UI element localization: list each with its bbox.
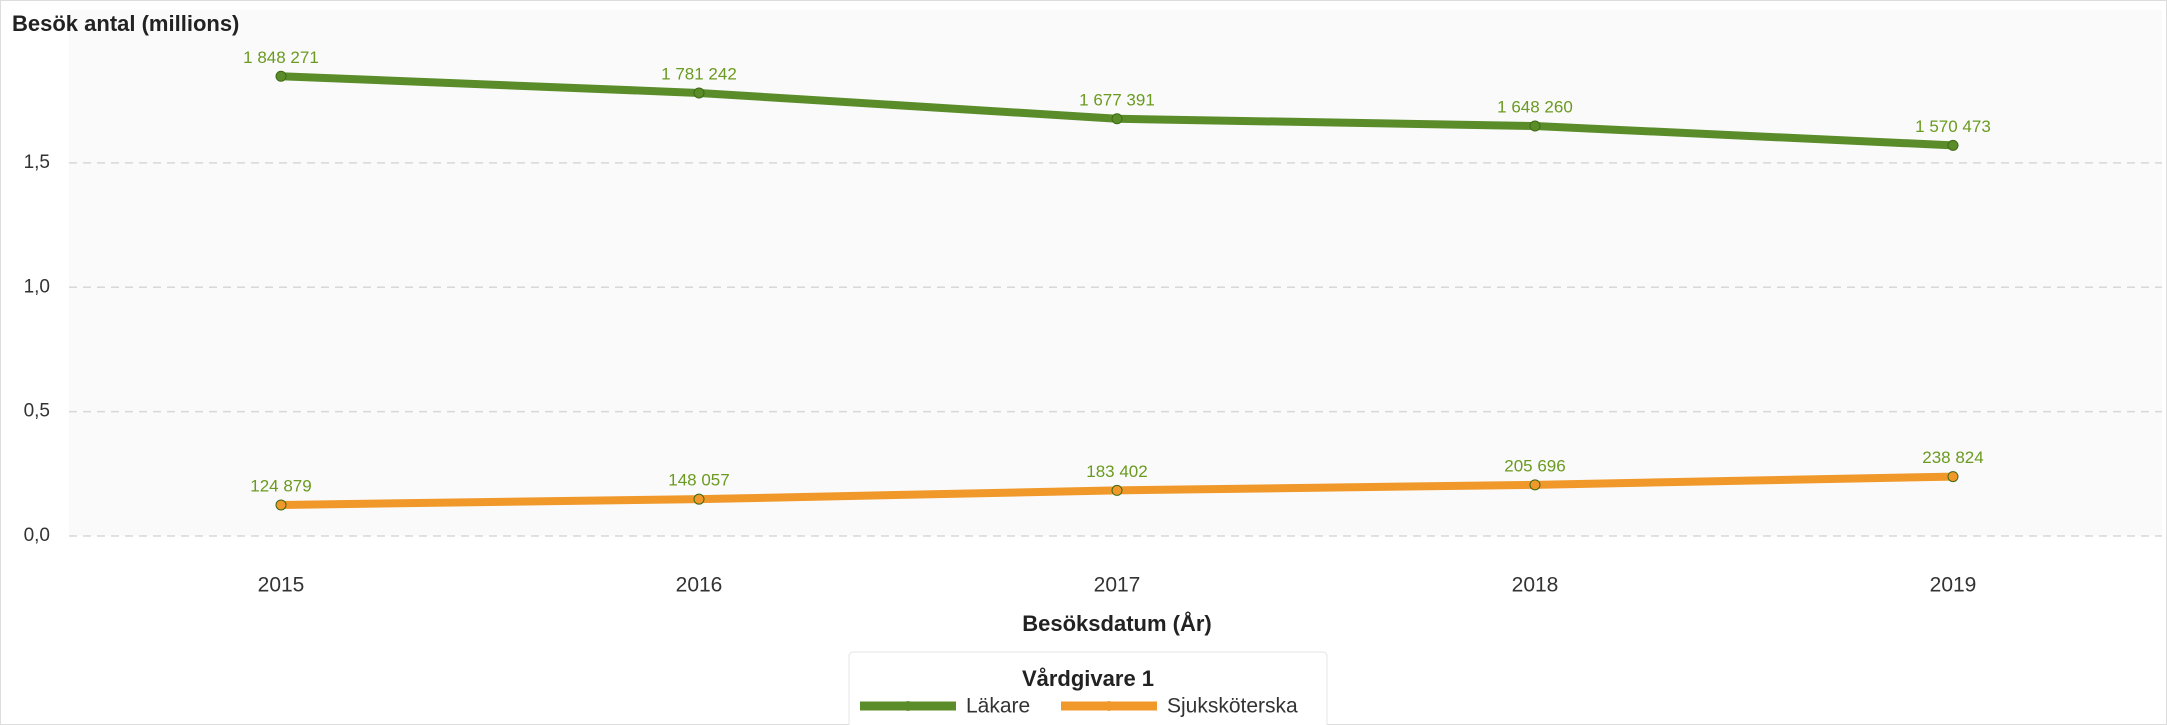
x-tick-label: 2016: [676, 574, 723, 597]
legend-box: [848, 651, 1328, 725]
data-point: [693, 87, 705, 99]
y-tick-label: 1,5: [24, 152, 50, 173]
data-label: 238 824: [1922, 448, 1983, 467]
data-label: 124 879: [250, 476, 311, 495]
x-tick-label: 2015: [258, 574, 305, 597]
y-tick-label: 0,0: [24, 525, 50, 546]
x-tick-label: 2017: [1094, 574, 1141, 597]
data-label: 1 570 473: [1915, 117, 1991, 136]
data-point: [275, 70, 287, 82]
x-tick-label: 2019: [1930, 574, 1977, 597]
data-label: 1 781 242: [661, 64, 737, 83]
data-point: [1947, 139, 1959, 151]
chart-title: Besök antal (millions): [12, 11, 239, 36]
data-label: 1 648 260: [1497, 98, 1573, 117]
legend-label: Sjuksköterska: [1167, 695, 1298, 718]
data-point: [693, 493, 705, 505]
legend-marker: [903, 701, 913, 711]
data-label: 205 696: [1504, 456, 1565, 475]
data-point: [1947, 471, 1959, 483]
legend-label: Läkare: [966, 695, 1030, 718]
legend-title: Vårdgivare 1: [1022, 666, 1154, 691]
data-label: 183 402: [1086, 462, 1147, 481]
data-point: [1111, 113, 1123, 125]
legend-marker: [1104, 701, 1114, 711]
plot-area: [69, 10, 2162, 536]
data-label: 148 057: [668, 471, 729, 490]
x-tick-label: 2018: [1512, 574, 1559, 597]
data-point: [275, 499, 287, 511]
y-tick-label: 0,5: [24, 401, 50, 422]
data-point: [1111, 484, 1123, 496]
data-point: [1529, 479, 1541, 491]
data-label: 1 848 271: [243, 48, 319, 67]
data-label: 1 677 391: [1079, 90, 1155, 109]
y-tick-label: 1,0: [24, 276, 50, 297]
x-axis-title: Besöksdatum (År): [1022, 610, 1211, 636]
data-point: [1529, 120, 1541, 132]
